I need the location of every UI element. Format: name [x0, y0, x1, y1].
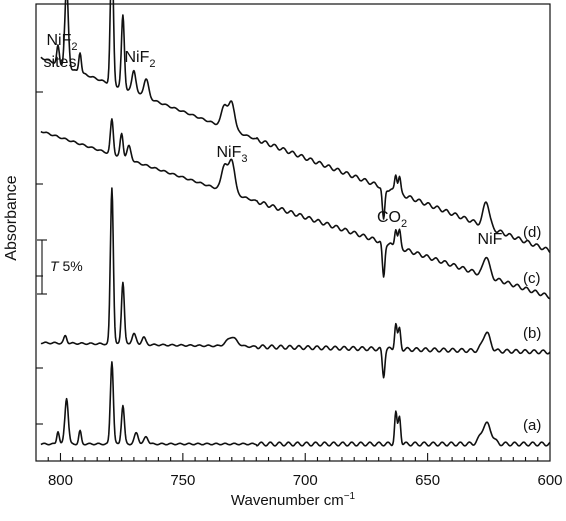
- x-tick-label: 800: [48, 472, 73, 489]
- annotation-text: NiF: [478, 231, 503, 248]
- spectrum-trace-2: [40, 118, 551, 300]
- series-label: (b): [523, 325, 541, 342]
- x-axis-label-text: Wavenumber cm: [231, 492, 344, 509]
- annotation-text: NiF: [46, 32, 71, 49]
- spectrum-trace-3: [40, 0, 551, 254]
- x-tick-label: 700: [293, 472, 318, 489]
- spectrum-trace-1: [40, 187, 551, 379]
- annotation-subscript: 2: [149, 58, 155, 70]
- annotation-text: CO: [377, 209, 401, 226]
- spectra-traces: [40, 0, 551, 447]
- y-axis-label: Absorbance: [3, 175, 20, 260]
- scale-bar-value: 5%: [59, 258, 83, 274]
- series-label: (d): [523, 224, 541, 241]
- peak-annotation: NiF: [478, 231, 503, 248]
- peak-annotation: NiF3: [216, 144, 247, 165]
- annotation-text: NiF: [124, 49, 149, 66]
- transmittance-scale-bar: T 5%: [37, 239, 83, 295]
- peak-annotation: NiF2: [124, 49, 155, 70]
- annotation-text: NiF: [216, 144, 241, 161]
- series-label: (c): [523, 270, 541, 287]
- x-tick-label: 600: [537, 472, 562, 489]
- peak-annotation: CO2: [377, 209, 407, 230]
- annotation-subscript: 2: [401, 218, 407, 230]
- peak-annotation: NiF2: [46, 32, 77, 53]
- spectrum-trace-0: [40, 361, 551, 447]
- x-tick-label: 650: [415, 472, 440, 489]
- series-labels: (a) (b) (c) (d): [523, 224, 541, 434]
- series-label: (a): [523, 417, 541, 434]
- x-axis-ticks: 800 750 700 650 600: [47, 453, 563, 489]
- x-tick-label: 750: [170, 472, 195, 489]
- scale-bar-label: T 5%: [50, 258, 83, 274]
- scale-bar-italic: T: [50, 258, 60, 274]
- annotation-subscript: 2: [71, 41, 77, 53]
- annotation-line2: sites: [44, 54, 77, 71]
- x-axis-label-exponent: −1: [344, 491, 356, 502]
- x-axis-label: Wavenumber cm−1: [231, 491, 356, 509]
- annotation-subscript: 3: [241, 153, 247, 165]
